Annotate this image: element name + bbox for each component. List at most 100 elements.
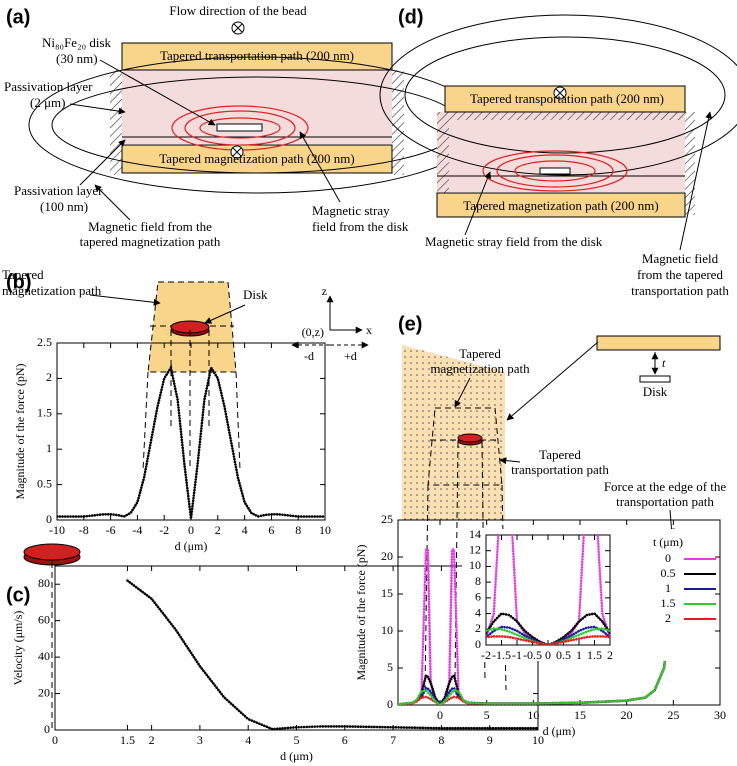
magnetization-path bbox=[402, 345, 505, 520]
field-loop bbox=[379, 14, 737, 176]
chart: 0 0.5 1 1.5 2 2.5 -10 -8 -6 -4 -2 0 2 4 6 8 10 Magnitude … bbox=[13, 335, 331, 553]
field-loop bbox=[404, 36, 726, 154]
y-tick-label: 0 bbox=[475, 637, 481, 651]
field-label: from the tapered bbox=[637, 267, 723, 282]
y-tick-label: 80 bbox=[38, 576, 50, 590]
x-tick-label: -8 bbox=[79, 523, 89, 537]
y-tick-label: 20 bbox=[381, 549, 393, 563]
disk bbox=[539, 167, 571, 175]
passivation-label: (100 nm) bbox=[40, 199, 88, 214]
y-tick-label: 20 bbox=[38, 685, 50, 699]
disk bbox=[457, 433, 483, 446]
y-tick-label: 10 bbox=[469, 558, 481, 572]
panel-label: (e) bbox=[398, 313, 422, 335]
series-line bbox=[57, 364, 325, 519]
x-axis-title: d (μm) bbox=[280, 749, 313, 763]
stray-label: field from the disk bbox=[312, 219, 409, 234]
legend-label: 1.5 bbox=[661, 596, 676, 610]
x-tick-label: 10 bbox=[527, 708, 539, 722]
y-tick-label: 25 bbox=[381, 512, 393, 526]
diagram-e: (e) Tapered magnetization path Tapered t… bbox=[398, 313, 727, 691]
series-line bbox=[486, 612, 610, 645]
x-tick-label: 5 bbox=[484, 708, 490, 722]
x-tick-label: -1 bbox=[512, 648, 522, 662]
x-tick-label: 6 bbox=[268, 523, 274, 537]
stray-field bbox=[482, 150, 628, 192]
x-tick-label: 20 bbox=[621, 708, 633, 722]
panel-label: (c) bbox=[6, 584, 30, 606]
x-tick-label: -2 bbox=[159, 523, 169, 537]
arrow bbox=[99, 59, 216, 126]
y-tick-label: 4 bbox=[475, 605, 481, 619]
field-label: Magnetic field bbox=[642, 251, 719, 266]
diagram-d: (d) Tapered transportation path (200 nm)… bbox=[379, 6, 737, 298]
y-tick-label: 15 bbox=[381, 586, 393, 600]
series-line bbox=[486, 627, 610, 645]
x-tick-label: -6 bbox=[106, 523, 116, 537]
disk-label: (30 nm) bbox=[56, 51, 98, 66]
axis-name: z bbox=[322, 284, 327, 298]
y-axis-title: Magnitude of the force (pN) bbox=[354, 545, 368, 681]
magnetization-label: Tapered bbox=[459, 346, 501, 361]
flow-symbol bbox=[553, 86, 567, 100]
hatch bbox=[685, 112, 695, 215]
x-tick-label: -0.5 bbox=[523, 648, 542, 662]
y-tick-label: 0 bbox=[46, 512, 52, 526]
magnetization-label: Tapered magnetization path (200 nm) bbox=[463, 198, 658, 213]
series-line bbox=[126, 579, 538, 730]
x-tick-label: 0 bbox=[188, 523, 194, 537]
passivation-label: Passivation layer bbox=[14, 183, 103, 198]
y-tick-label: 5 bbox=[387, 660, 393, 674]
y-tick-label: 8 bbox=[475, 574, 481, 588]
edge-label: Force at the edge of the bbox=[604, 479, 727, 494]
passivation-label: Passivation layer bbox=[4, 79, 93, 94]
flow-symbol bbox=[231, 21, 245, 35]
x-tick-label: 8 bbox=[295, 523, 301, 537]
x-tick-label: 7 bbox=[390, 733, 396, 747]
y-tick-label: 0 bbox=[44, 722, 50, 736]
magnetization-path bbox=[436, 192, 686, 218]
x-tick-label: 5 bbox=[294, 733, 300, 747]
arrow bbox=[94, 184, 131, 221]
hatch bbox=[392, 70, 404, 175]
disk-label: Disk bbox=[243, 287, 268, 302]
plot-frame bbox=[397, 519, 721, 706]
magnetization-label: Tapered magnetization path (200 nm) bbox=[159, 151, 354, 166]
arrow bbox=[79, 139, 126, 186]
y-tick-label: 10 bbox=[381, 623, 393, 637]
transport-path bbox=[427, 407, 503, 486]
x-tick-label: 0.5 bbox=[556, 648, 571, 662]
field-label: transportation path bbox=[631, 283, 729, 298]
y-axis-title: Magnitude of the force (pN) bbox=[13, 364, 27, 500]
passivation bbox=[437, 112, 685, 192]
transport-label: transportation path bbox=[511, 462, 609, 477]
x-tick-label: 2 bbox=[607, 648, 613, 662]
x-tick-label: 1.5 bbox=[587, 648, 602, 662]
panel-label: (b) bbox=[6, 271, 32, 293]
x-axis-title: d (μm) bbox=[543, 724, 576, 738]
x-tick-label: 0 bbox=[437, 708, 443, 722]
series-line bbox=[398, 563, 675, 705]
d-label: -d bbox=[304, 349, 314, 363]
panel-label: (a) bbox=[6, 6, 30, 28]
transport-label: Tapered bbox=[539, 447, 581, 462]
diagram-a: (a) Flow direction of the bead Tapered t… bbox=[4, 3, 486, 249]
x-tick-label: -4 bbox=[132, 523, 142, 537]
arrow bbox=[204, 304, 246, 324]
x-tick-label: 4 bbox=[245, 733, 251, 747]
series-line bbox=[486, 625, 610, 645]
t-label: t bbox=[662, 356, 666, 370]
x-tick-label: 3 bbox=[197, 733, 203, 747]
disk-label: Disk bbox=[643, 384, 668, 399]
field-label: Magnetic field from the bbox=[88, 219, 212, 234]
x-tick-label: 10 bbox=[532, 733, 544, 747]
arrow bbox=[299, 131, 341, 203]
hatch bbox=[437, 112, 685, 120]
y-tick-label: 1.5 bbox=[37, 406, 52, 420]
disk-label: Ni₈₀Fe₂₀ disk bbox=[42, 35, 112, 50]
arrow bbox=[679, 111, 713, 251]
disk bbox=[23, 543, 81, 566]
